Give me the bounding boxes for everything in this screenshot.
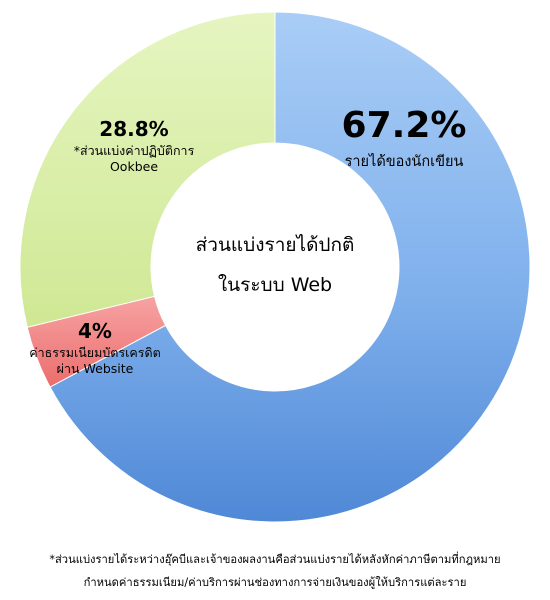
slice-1-value-label: 4% <box>78 319 112 343</box>
slice-1-label-line-0: ค่าธรรมเนียมบัตรเครดิต <box>29 345 160 360</box>
footnote-line-2: กำหนดค่าธรรมเนียม/ค่าบริการผ่านช่องทางกา… <box>83 576 467 589</box>
center-label-line-0: ส่วนแบ่งรายได้ปกติ <box>196 234 355 256</box>
slice-2 <box>19 11 276 328</box>
slice-0-value-label: 67.2% <box>342 105 467 146</box>
center-label: ส่วนแบ่งรายได้ปกติในระบบ Web <box>196 234 355 296</box>
slice-2-label-line-1: Ookbee <box>110 159 158 174</box>
slice-0-label-line-0: รายได้ของนักเขียน <box>345 152 464 170</box>
slices <box>19 11 531 523</box>
slice-1-label-line-1: ผ่าน Website <box>57 361 134 376</box>
slice-2-value-label: 28.8% <box>99 117 168 141</box>
center-label-line-1: ในระบบ Web <box>218 274 332 296</box>
slice-labels: 67.2% รายได้ของนักเขียน 4% ค่าธรรมเนียมบัตร… <box>29 105 466 376</box>
footnote-line-1: *ส่วนแบ่งรายได้ระหว่างอุ๊คบีและเจ้าของผล… <box>49 553 501 566</box>
slice-2-label-line-0: *ส่วนแบ่งค่าปฏิบัติการ <box>74 143 195 158</box>
slice-0 <box>49 11 531 523</box>
